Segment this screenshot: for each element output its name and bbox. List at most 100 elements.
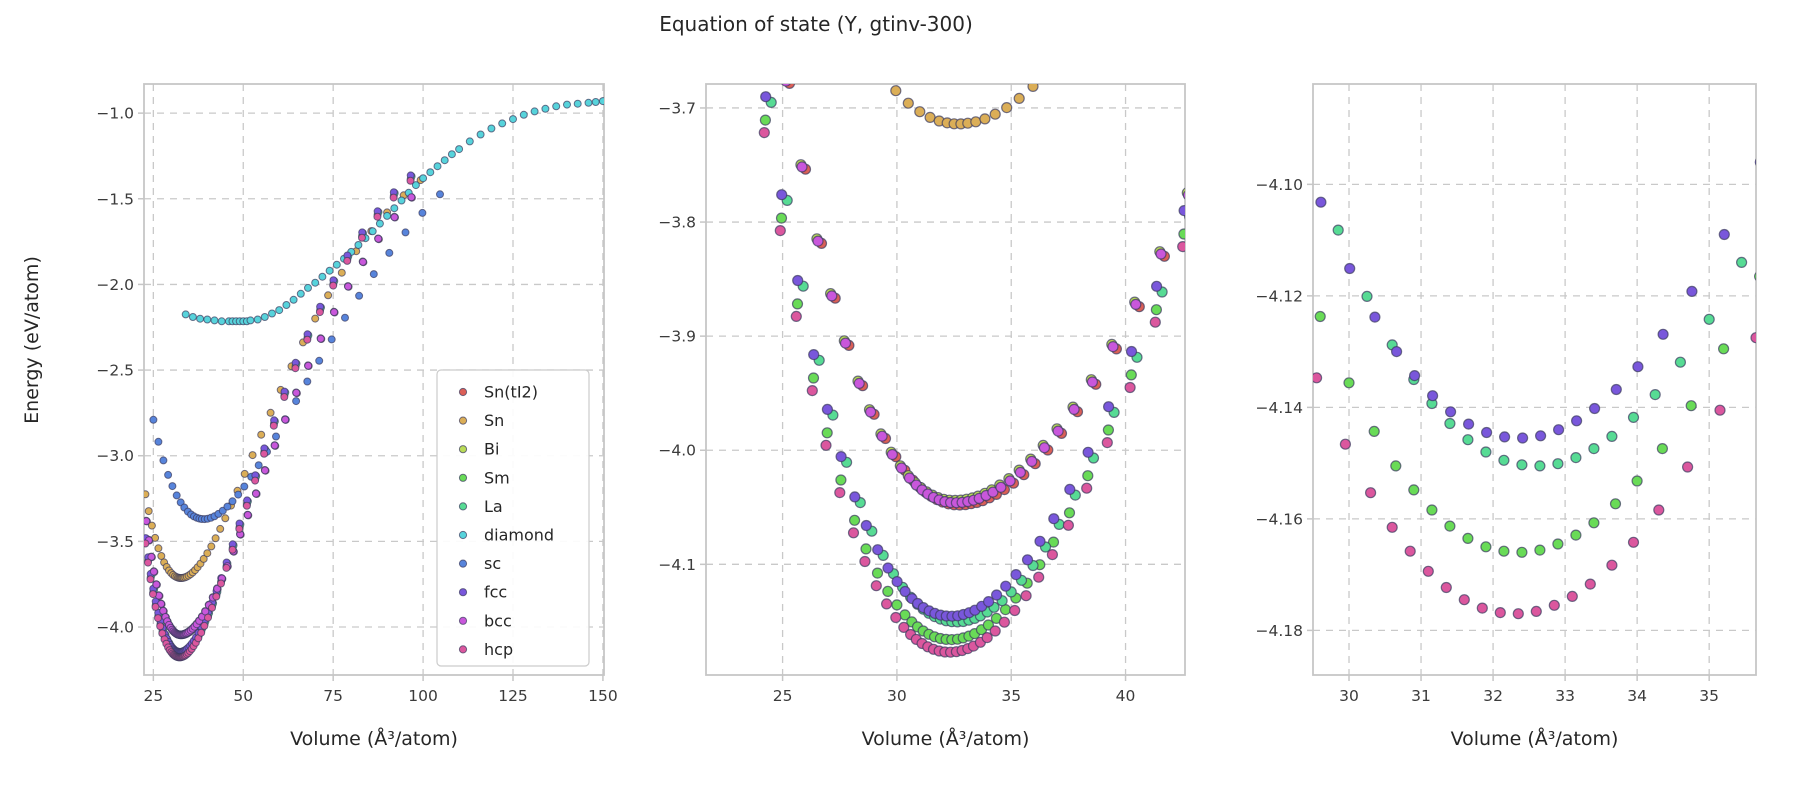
Sn-point	[221, 514, 230, 523]
diamond-point	[509, 115, 517, 124]
legend-marker-icon	[458, 416, 468, 425]
bcc-point	[781, 84, 791, 87]
La-point	[1184, 213, 1185, 220]
bcc-point	[876, 430, 888, 442]
y-tick-label: −3.5	[96, 533, 134, 551]
Sm-point	[1534, 544, 1546, 556]
hcp-point	[222, 563, 231, 572]
y-tick-label: −4.12	[1256, 287, 1304, 305]
Sm-point	[807, 372, 820, 384]
sc-point	[355, 291, 364, 300]
hcp-point	[1062, 519, 1075, 531]
series-Sn	[144, 176, 425, 582]
Sm-point	[1343, 377, 1355, 389]
series-fcc	[1315, 158, 1756, 444]
hcp-point	[242, 501, 251, 510]
legend-marker-icon	[458, 473, 468, 482]
diamond-point	[411, 181, 420, 190]
plot-border	[143, 83, 605, 676]
Sm-point	[821, 427, 833, 439]
hcp-point	[373, 212, 382, 221]
Sn-point	[311, 314, 320, 323]
hcp-point	[1653, 504, 1665, 516]
Sn-point	[207, 542, 216, 551]
points-group	[144, 97, 604, 662]
Sn-point	[1001, 101, 1013, 114]
diamond-point	[530, 107, 539, 116]
legend-marker-icon	[458, 445, 468, 454]
La-point	[1735, 256, 1748, 268]
La-point	[1606, 430, 1618, 442]
fcc-point	[1408, 370, 1421, 382]
legend-frame	[436, 369, 590, 667]
legend-entry-label: hcp	[484, 640, 513, 659]
hcp-point	[1512, 608, 1524, 620]
series-hcp	[1313, 332, 1756, 620]
bcc-point	[1038, 442, 1051, 454]
diamond-point	[332, 260, 341, 269]
diamond-point	[311, 278, 320, 287]
Sm-point	[1480, 541, 1492, 553]
y-tick-label: −4.0	[96, 619, 134, 637]
hcp-point	[1584, 578, 1596, 590]
bcc-point	[316, 334, 325, 343]
bcc-point	[1068, 403, 1080, 415]
Sm-point	[1631, 475, 1643, 487]
hcp-point	[1149, 316, 1161, 328]
series-Sn(tI2)	[144, 193, 416, 640]
hcp-point	[1476, 602, 1488, 614]
x-tick-label: 30	[1339, 687, 1359, 705]
hcp-point	[774, 225, 786, 237]
sc-point	[254, 461, 263, 470]
fcc-point	[1125, 345, 1138, 358]
Sm-point	[1754, 272, 1756, 281]
hcp-point	[291, 364, 300, 373]
Sn-point	[914, 106, 926, 118]
fcc-point	[1610, 383, 1622, 396]
bcc-point	[1155, 248, 1167, 260]
bcc-point	[796, 161, 808, 173]
sc-point	[369, 270, 378, 279]
fcc-point	[792, 274, 804, 287]
hcp-point	[806, 385, 818, 397]
hcp-point	[1681, 461, 1694, 473]
sc-point	[168, 482, 177, 491]
Sn-point	[1027, 84, 1039, 92]
chart-title: Equation of state (Y, gtinv-300)	[659, 12, 973, 36]
y-tick-label: −4.1	[658, 556, 696, 574]
fcc-point	[1657, 328, 1669, 340]
La-point	[1627, 411, 1640, 423]
bcc-point	[149, 567, 158, 576]
legend-entry-label: Bi	[484, 440, 499, 459]
fcc-point	[821, 403, 834, 415]
fcc-point	[1462, 418, 1475, 430]
hcp-point	[1386, 521, 1398, 533]
series-Sm	[1314, 272, 1756, 558]
Sm-point	[835, 474, 847, 486]
Sm-point	[871, 567, 884, 579]
hcp-point	[989, 625, 1001, 637]
Sm-point	[1408, 484, 1420, 496]
plot-border	[1312, 83, 1757, 676]
Sn-point	[890, 85, 902, 97]
La-point	[1588, 443, 1600, 455]
sc-point	[418, 208, 427, 217]
hcp-point	[1404, 545, 1416, 557]
series-bcc	[144, 193, 416, 639]
diamond-point	[591, 98, 600, 106]
Sn-point	[337, 268, 346, 277]
bcc-point	[1004, 475, 1016, 487]
fcc-point	[760, 91, 772, 103]
y-tick-label: −4.14	[1256, 399, 1304, 417]
y-tick-label: −2.5	[96, 362, 134, 380]
sc-point	[436, 190, 444, 199]
fcc-point	[1516, 432, 1529, 444]
La-point	[1570, 452, 1582, 464]
plot-border	[705, 83, 1186, 676]
Sn-point	[157, 552, 166, 560]
La-point	[1332, 224, 1344, 236]
hcp-point	[1750, 332, 1756, 344]
hcp-point	[235, 524, 244, 533]
hcp-point	[890, 611, 902, 624]
hcp-point	[1009, 604, 1021, 617]
